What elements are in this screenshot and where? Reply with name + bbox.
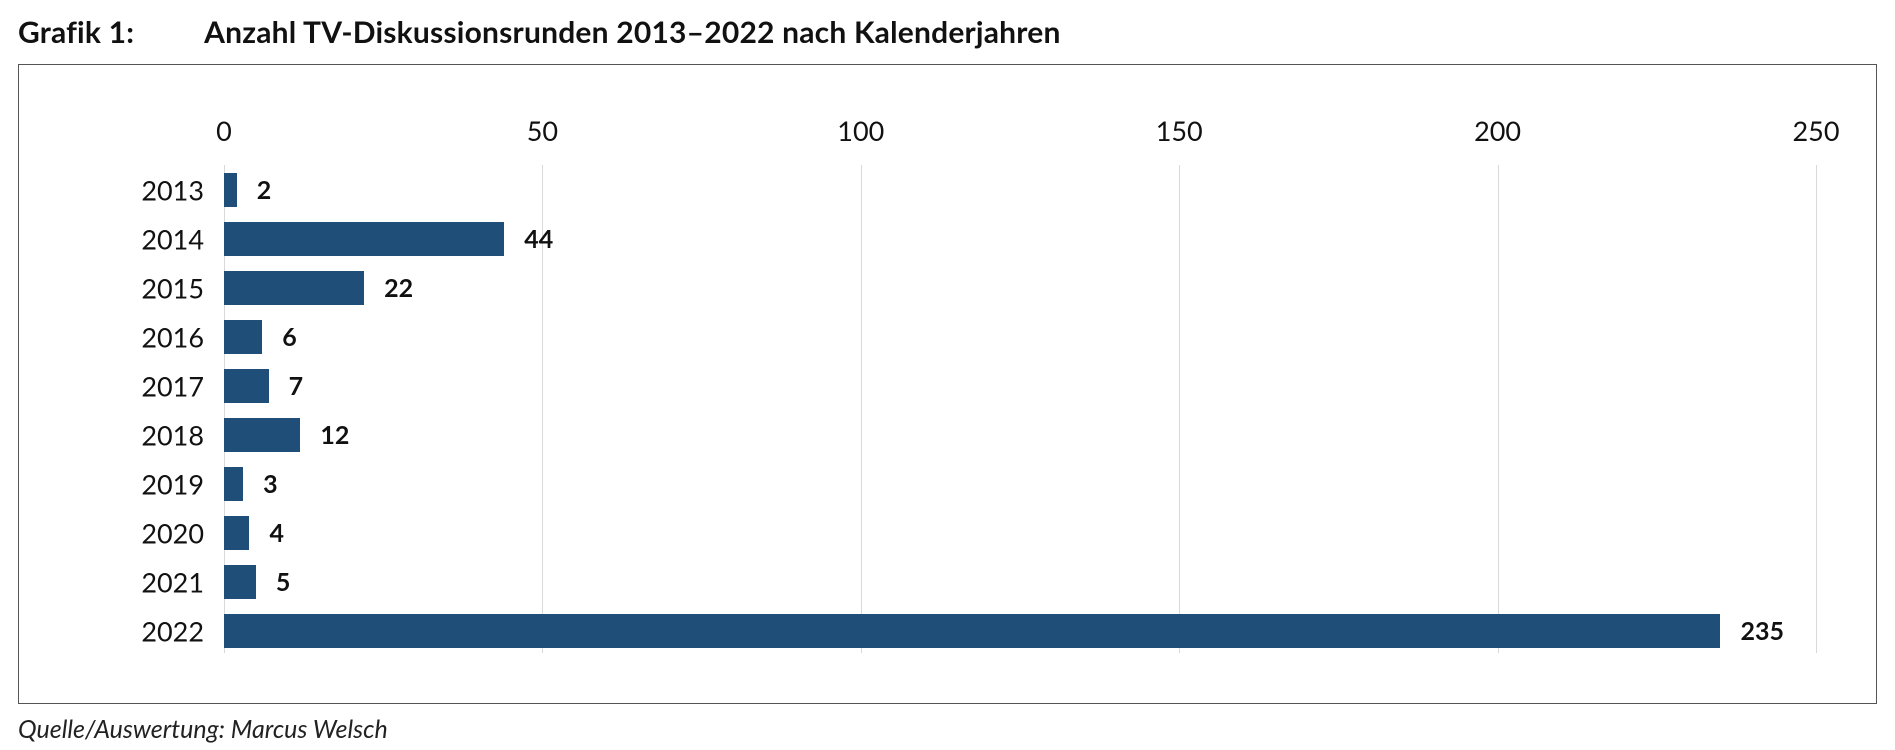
bar-row: 201522 — [224, 263, 1816, 312]
bar — [224, 271, 364, 305]
y-axis-label: 2020 — [141, 516, 204, 549]
bar-value-label: 6 — [282, 322, 297, 352]
source-note: Quelle/Auswertung: Marcus Welsch — [18, 714, 1877, 744]
bar — [224, 467, 243, 501]
x-tick-label: 200 — [1474, 114, 1521, 147]
bar — [224, 320, 262, 354]
bar-value-label: 3 — [263, 469, 278, 499]
bar-row: 20204 — [224, 508, 1816, 557]
x-tick-label: 0 — [216, 114, 232, 147]
x-tick-label: 250 — [1793, 114, 1840, 147]
bar-value-label: 44 — [524, 224, 553, 254]
x-tick-label: 150 — [1156, 114, 1203, 147]
bar-row: 20132 — [224, 165, 1816, 214]
title-prefix: Grafik 1: — [18, 14, 134, 50]
bar-value-label: 12 — [320, 420, 349, 450]
y-axis-label: 2021 — [141, 565, 204, 598]
bar-value-label: 22 — [384, 273, 413, 303]
bar-value-label: 235 — [1740, 616, 1784, 646]
bar-row: 201812 — [224, 410, 1816, 459]
bar-row: 20193 — [224, 459, 1816, 508]
bar — [224, 173, 237, 207]
y-axis-label: 2014 — [141, 222, 204, 255]
y-axis-label: 2018 — [141, 418, 204, 451]
bar-row: 20177 — [224, 361, 1816, 410]
bar — [224, 369, 269, 403]
bar-row: 2022235 — [224, 606, 1816, 655]
bar-value-label: 7 — [289, 371, 304, 401]
bar-value-label: 2 — [257, 175, 272, 205]
bar-value-label: 5 — [276, 567, 291, 597]
bar — [224, 614, 1720, 648]
bar — [224, 565, 256, 599]
bar — [224, 222, 504, 256]
plot-area: 0501001502002502013220144420152220166201… — [224, 165, 1816, 653]
bar-row: 20166 — [224, 312, 1816, 361]
chart-title: Grafik 1: Anzahl TV-Diskussionsrunden 201… — [18, 14, 1877, 50]
x-tick-label: 50 — [527, 114, 558, 147]
y-axis-label: 2016 — [141, 320, 204, 353]
x-tick-label: 100 — [837, 114, 884, 147]
bar-row: 20215 — [224, 557, 1816, 606]
bar — [224, 418, 300, 452]
y-axis-label: 2019 — [141, 467, 204, 500]
chart-area: 0501001502002502013220144420152220166201… — [18, 64, 1877, 704]
bar-value-label: 4 — [269, 518, 284, 548]
gridline — [1816, 165, 1817, 653]
title-text: Anzahl TV-Diskussionsrunden 2013–2022 na… — [204, 14, 1060, 50]
y-axis-label: 2022 — [141, 614, 204, 647]
y-axis-label: 2017 — [141, 369, 204, 402]
y-axis-label: 2013 — [141, 173, 204, 206]
bar-row: 201444 — [224, 214, 1816, 263]
bar — [224, 516, 249, 550]
y-axis-label: 2015 — [141, 271, 204, 304]
